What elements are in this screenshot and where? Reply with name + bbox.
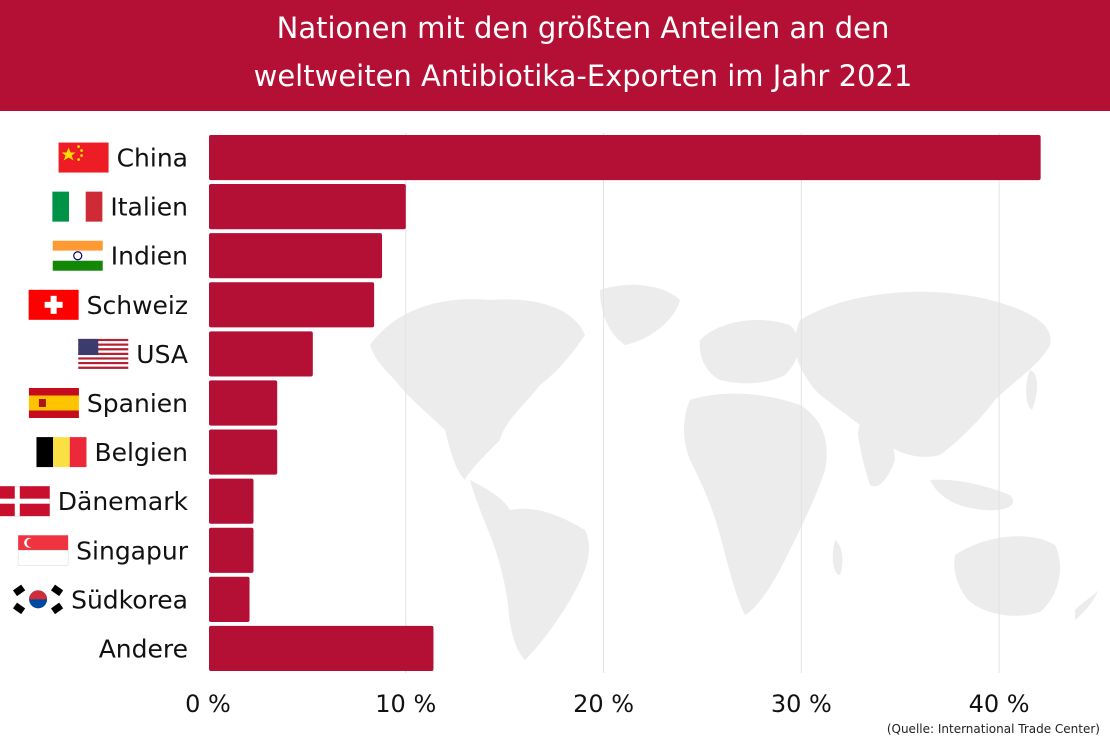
x-tick-label: 30 %: [771, 690, 832, 718]
bar-7: [209, 429, 278, 475]
chart-header: Nationen mit den größten Anteilen an den…: [0, 0, 1110, 111]
bar-8: [209, 478, 254, 524]
china-flag-icon: [58, 142, 109, 173]
x-tick-label: 20 %: [573, 690, 634, 718]
switzerland-flag-icon: [28, 289, 79, 320]
category-label: Spanien: [87, 389, 188, 418]
usa-flag-icon: [78, 338, 129, 369]
italy-flag-icon: [52, 191, 103, 222]
bar-2: [209, 184, 406, 230]
bar-1: [209, 134, 1041, 181]
bar-10: [209, 576, 250, 622]
category-label: USA: [136, 340, 188, 369]
south-korea-flag-icon: [12, 584, 64, 615]
india-flag-icon: [52, 240, 103, 271]
category-labels: China Italien Indien Schweiz USA Spanien Belgi…: [58, 144, 189, 664]
category-label: Schweiz: [87, 291, 188, 320]
category-label: Italien: [110, 193, 188, 222]
category-label: Indien: [111, 242, 188, 271]
flags: [0, 142, 129, 615]
x-tick-labels: 0 % 10 % 20 % 30 % 40 %: [185, 690, 1029, 718]
bar-11: [209, 625, 434, 672]
bar-4: [209, 282, 375, 328]
source-note: (Quelle: International Trade Center): [886, 722, 1100, 736]
singapore-flag-icon: [17, 535, 69, 566]
bar-5: [209, 331, 313, 377]
spain-flag-icon: [28, 388, 79, 418]
bar-3: [209, 233, 383, 279]
x-tick-label: 40 %: [969, 690, 1030, 718]
category-label: Dänemark: [58, 487, 189, 516]
category-label: Südkorea: [71, 585, 188, 614]
bars: [209, 134, 1041, 672]
bar-9: [209, 527, 254, 573]
category-label: Andere: [99, 634, 188, 663]
world-map-icon: [370, 284, 1098, 660]
chart-title-line-2: weltweiten Antibiotika-Exporten im Jahr …: [253, 59, 913, 93]
category-label: Belgien: [94, 438, 188, 467]
x-tick-label: 0 %: [185, 690, 231, 718]
bar-6: [209, 380, 278, 426]
category-label: China: [117, 144, 188, 173]
x-tick-label: 10 %: [375, 690, 436, 718]
denmark-flag-icon: [0, 486, 50, 517]
belgium-flag-icon: [36, 437, 87, 468]
category-label: Singapur: [76, 536, 189, 565]
chart-title-line-1: Nationen mit den größten Anteilen an den: [276, 11, 890, 45]
